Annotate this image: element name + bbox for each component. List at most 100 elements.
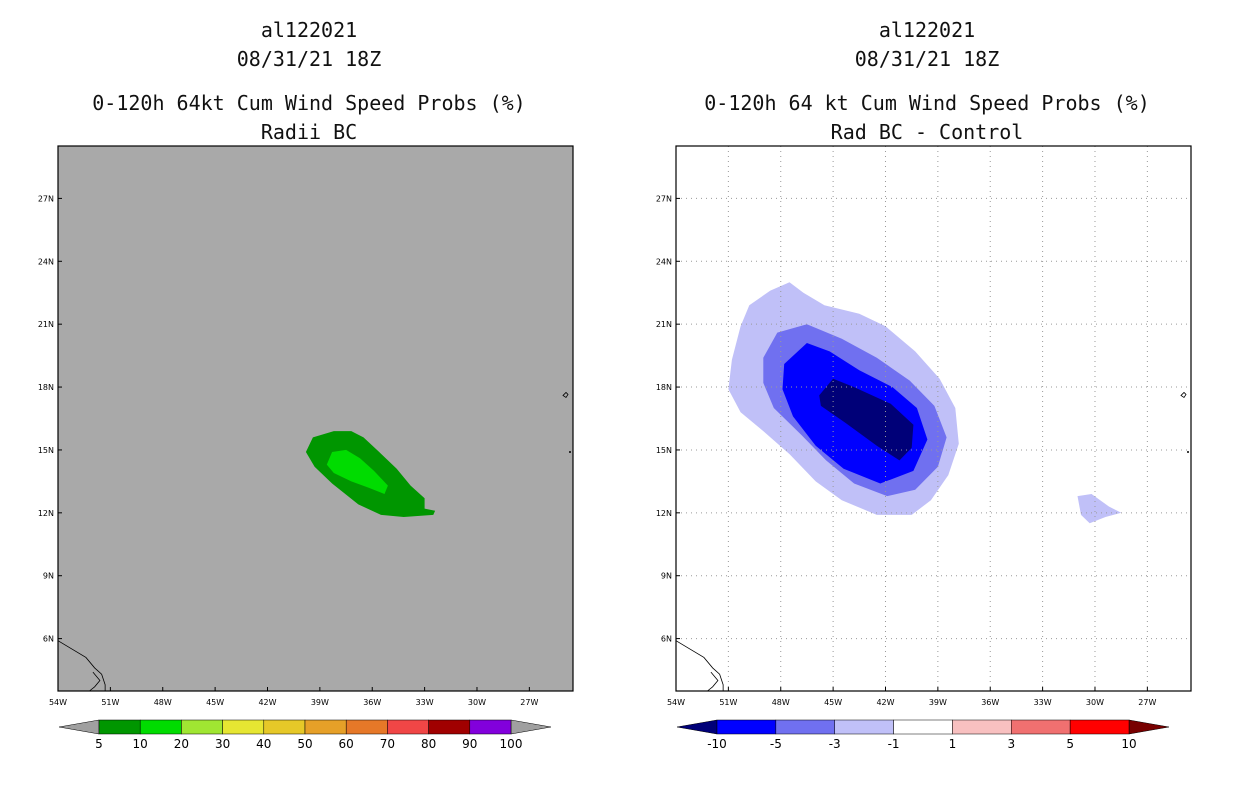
- colorbar-extend-high: [510, 719, 552, 735]
- contour-1: [326, 449, 388, 494]
- map-frame: [57, 145, 574, 692]
- colorbar-swatch: [139, 719, 182, 735]
- x-tick-label: 33W: [416, 698, 434, 707]
- colorbar-swatch: [345, 719, 388, 735]
- y-tick-label: 9N: [661, 572, 672, 581]
- x-tick-label: 45W: [206, 698, 224, 707]
- contour-4: [819, 378, 914, 461]
- chart-title: 0-120h 64 kt Cum Wind Speed Probs (%): [704, 91, 1150, 115]
- colorbar-label: -1: [888, 737, 900, 751]
- colorbar-swatch: [263, 719, 306, 735]
- colorbar-swatch: [834, 719, 894, 735]
- colorbar-swatch: [222, 719, 265, 735]
- colorbar-label: 1: [949, 737, 957, 751]
- coastline: [89, 671, 101, 692]
- coastline: [675, 640, 724, 691]
- colorbar-swatch: [952, 719, 1012, 735]
- y-tick-label: 21N: [656, 320, 672, 329]
- x-tick-label: 30W: [468, 698, 486, 707]
- colorbar-extend-low: [58, 719, 100, 735]
- difference-map: 54W 51W 48W 45W 42W 39W 36W 33W 30W 27W 6N 9N 12N 15N…: [656, 145, 1192, 751]
- colorbar-swatch: [1011, 719, 1071, 735]
- probability-map: 54W 51W 48W 45W 42W 39W 36W 33W 30W 27W 6N 9N 12N 15N…: [38, 145, 574, 751]
- x-tick-label: 51W: [719, 698, 737, 707]
- y-tick-label: 12N: [656, 509, 672, 518]
- map-frame: [675, 145, 1192, 692]
- chart-date: 08/31/21 18Z: [854, 47, 1000, 71]
- x-tick-label: 48W: [772, 698, 790, 707]
- x-tick-label: 30W: [1086, 698, 1104, 707]
- colorbar-swatch: [387, 719, 429, 735]
- colorbar-extend-high: [1128, 719, 1170, 735]
- colorbar-swatch: [469, 719, 512, 735]
- y-tick-label: 6N: [661, 635, 672, 644]
- chart-subtitle: Rad BC - Control: [830, 120, 1024, 144]
- panel-rad-bc-minus-control: al122021 08/31/21 18Z 0-120h 64 kt Cum W…: [618, 0, 1236, 800]
- y-tick-label: 27N: [656, 194, 672, 203]
- colorbar-label: 60: [339, 737, 354, 751]
- y-tick-label: 27N: [38, 194, 54, 203]
- colorbar-label: 90: [462, 737, 477, 751]
- x-tick-label: 54W: [667, 698, 685, 707]
- y-tick-label: 15N: [38, 446, 54, 455]
- panel-radii-bc: al122021 08/31/21 18Z 0-120h 64kt Cum Wi…: [38, 18, 574, 751]
- island-outline: [569, 451, 571, 454]
- chart-subtitle: Radii BC: [260, 120, 358, 144]
- y-tick-label: 6N: [43, 635, 54, 644]
- colorbar-label: -5: [770, 737, 782, 751]
- map-background: [58, 146, 573, 691]
- colorbar-label: 50: [297, 737, 312, 751]
- x-tick-label: 54W: [49, 698, 67, 707]
- chart-storm-id: al122021: [260, 18, 358, 42]
- colorbar-label: 70: [380, 737, 395, 751]
- island-outline: [562, 391, 569, 398]
- colorbar-label: 5: [95, 737, 103, 751]
- chart-storm-id: al122021: [878, 18, 976, 42]
- colorbar-label: 20: [174, 737, 189, 751]
- y-tick-label: 18N: [38, 383, 54, 392]
- x-tick-label: 36W: [363, 698, 381, 707]
- contour-1: [1077, 494, 1122, 524]
- colorbar-label: 10: [1121, 737, 1136, 751]
- colorbar-swatch: [1069, 719, 1130, 735]
- x-tick-label: 27W: [520, 698, 538, 707]
- island-outline: [1180, 391, 1187, 398]
- y-tick-label: 12N: [38, 509, 54, 518]
- x-tick-label: 36W: [981, 698, 999, 707]
- y-tick-label: 15N: [656, 446, 672, 455]
- x-tick-label: 27W: [1138, 698, 1156, 707]
- chart-title: 0-120h 64kt Cum Wind Speed Probs (%): [92, 91, 526, 115]
- chart-date: 08/31/21 18Z: [236, 47, 382, 71]
- colorbar-label: 100: [500, 737, 523, 751]
- colorbar-swatch: [181, 719, 223, 735]
- coastline: [707, 671, 719, 692]
- colorbar-label: 40: [256, 737, 271, 751]
- colorbar-swatch: [775, 719, 835, 735]
- x-tick-label: 39W: [929, 698, 947, 707]
- y-tick-label: 21N: [38, 320, 54, 329]
- island-outline: [1187, 451, 1189, 454]
- y-tick-label: 18N: [656, 383, 672, 392]
- x-tick-label: 51W: [101, 698, 119, 707]
- colorbar-swatch: [304, 719, 347, 735]
- colorbar-label: 80: [421, 737, 436, 751]
- colorbar-label: 30: [215, 737, 230, 751]
- x-tick-label: 42W: [258, 698, 276, 707]
- colorbar-swatch: [98, 719, 141, 735]
- colorbar-label: -3: [829, 737, 841, 751]
- colorbar-label: 3: [1007, 737, 1015, 751]
- colorbar-label: 10: [133, 737, 148, 751]
- x-tick-label: 45W: [824, 698, 842, 707]
- x-tick-label: 42W: [876, 698, 894, 707]
- colorbar-label: -10: [707, 737, 727, 751]
- y-tick-label: 24N: [38, 257, 54, 266]
- colorbar-label: 5: [1066, 737, 1074, 751]
- y-tick-label: 9N: [43, 572, 54, 581]
- x-tick-label: 33W: [1034, 698, 1052, 707]
- y-tick-label: 24N: [656, 257, 672, 266]
- x-tick-label: 48W: [154, 698, 172, 707]
- colorbar-extend-low: [676, 719, 718, 735]
- colorbar-swatch: [716, 719, 777, 735]
- colorbar-swatch: [428, 719, 471, 735]
- x-tick-label: 39W: [311, 698, 329, 707]
